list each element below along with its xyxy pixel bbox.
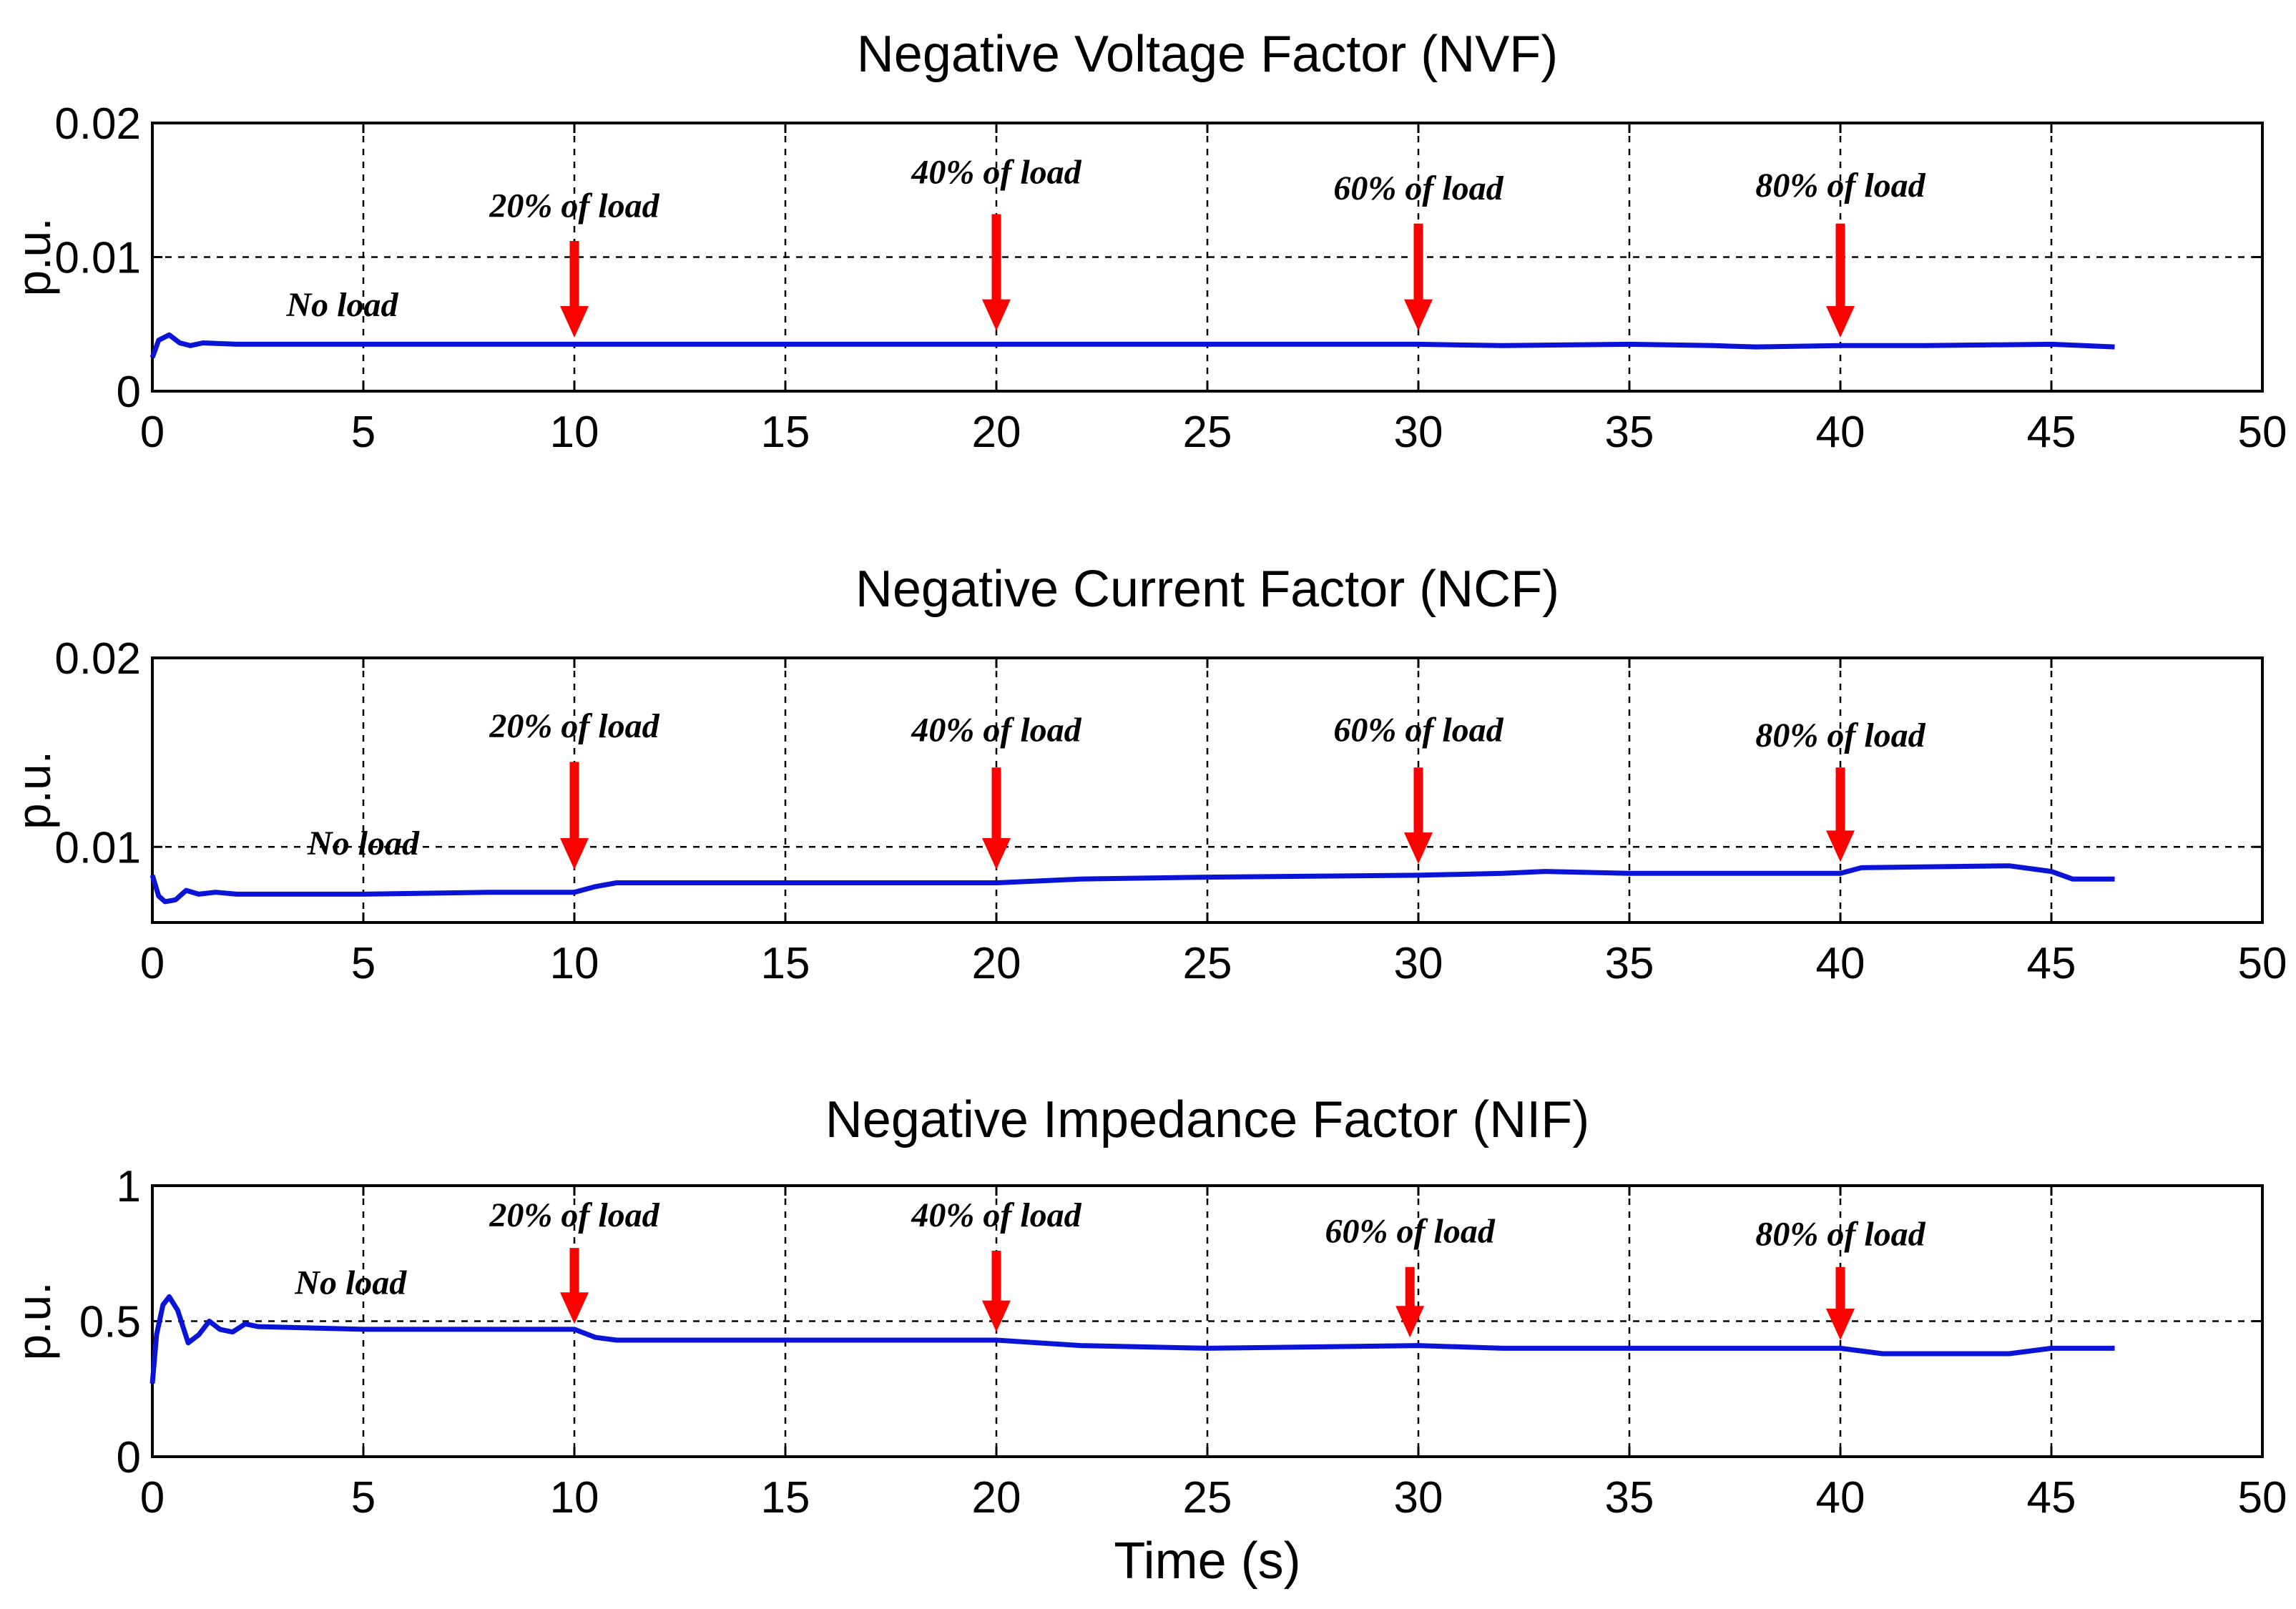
- x-tick-label: 30: [1394, 408, 1443, 457]
- chart-panel-1: Negative Voltage Factor (NVF) 0 5 10 15 20 25 3…: [7, 26, 2287, 457]
- x-tick-label: 30: [1394, 939, 1443, 988]
- annotation-label: 20% of load: [489, 707, 659, 745]
- down-arrow-icon: [1826, 830, 1855, 862]
- down-arrow-icon: [1404, 832, 1433, 865]
- x-tick-label: 40: [1816, 408, 1865, 457]
- x-tick-label: 5: [351, 1473, 376, 1522]
- annotation-label: No load: [307, 825, 420, 862]
- annotation-label: 80% of load: [1755, 717, 1925, 754]
- x-tick-label: 0: [140, 1473, 165, 1522]
- x-tick-label: 5: [351, 408, 376, 457]
- x-tick-label: 10: [550, 408, 599, 457]
- x-tick-label: 45: [2027, 1473, 2076, 1522]
- down-arrow-icon: [560, 1292, 589, 1324]
- annotation-label: No load: [286, 286, 399, 324]
- x-tick-label: 40: [1816, 1473, 1865, 1522]
- y-tick-label: 0.5: [79, 1298, 141, 1347]
- annotation-label: 20% of load: [489, 1196, 659, 1234]
- x-tick-label: 35: [1605, 1473, 1654, 1522]
- down-arrow-icon: [1404, 299, 1433, 331]
- y-tick-label: 0: [117, 1433, 141, 1482]
- x-tick-label: 10: [550, 1473, 599, 1522]
- down-arrow-icon: [560, 306, 589, 338]
- x-tick-label: 20: [972, 408, 1021, 457]
- x-tick-label: 25: [1183, 1473, 1232, 1522]
- annotation-label: 60% of load: [1333, 169, 1503, 207]
- annotation-label: 40% of load: [911, 711, 1081, 749]
- y-axis-label: p.u.: [7, 751, 60, 830]
- down-arrow-icon: [1826, 1309, 1855, 1341]
- annotation-label: 80% of load: [1755, 167, 1925, 205]
- y-tick-label: 1: [117, 1162, 141, 1211]
- x-tick-label: 50: [2238, 1473, 2287, 1522]
- x-axis-label: Time (s): [1114, 1532, 1300, 1590]
- x-tick-label: 20: [972, 1473, 1021, 1522]
- chart-title: Negative Impedance Factor (NIF): [825, 1091, 1589, 1148]
- y-tick-label: 0.02: [54, 634, 141, 684]
- x-tick-label: 25: [1183, 939, 1232, 988]
- y-tick-label: 0: [117, 368, 141, 417]
- annotation-label: 80% of load: [1755, 1215, 1925, 1253]
- series-line-ncf: [149, 863, 2115, 905]
- x-tick-label: 20: [972, 939, 1021, 988]
- y-axis-label: p.u.: [7, 217, 60, 296]
- annotation-label: 40% of load: [911, 153, 1081, 191]
- x-tick-label: 30: [1394, 1473, 1443, 1522]
- series-line-nvf: [149, 332, 2115, 359]
- chart-title: Negative Voltage Factor (NVF): [857, 26, 1558, 83]
- x-tick-label: 50: [2238, 939, 2287, 988]
- x-tick-label: 15: [761, 408, 810, 457]
- series-line-nif: [149, 1294, 2115, 1384]
- annotation-label: 20% of load: [489, 187, 659, 225]
- x-tick-label: 5: [351, 939, 376, 988]
- x-tick-label: 45: [2027, 408, 2076, 457]
- x-tick-label: 10: [550, 939, 599, 988]
- down-arrow-icon: [982, 299, 1011, 331]
- down-arrow-icon: [982, 1300, 1011, 1332]
- chart-panel-2: Negative Current Factor (NCF) 0 5 10 15 20 25 3…: [7, 561, 2287, 988]
- chart-title: Negative Current Factor (NCF): [855, 561, 1559, 618]
- x-tick-label: 45: [2027, 939, 2076, 988]
- x-tick-label: 40: [1816, 939, 1865, 988]
- down-arrow-icon: [560, 838, 589, 870]
- x-tick-label: 15: [761, 939, 810, 988]
- down-arrow-icon: [982, 838, 1011, 870]
- y-tick-label: 0.02: [54, 99, 141, 149]
- chart-panel-3: Negative Impedance Factor (NIF)0 5 10 15 20 2…: [7, 1091, 2287, 1590]
- x-tick-label: 0: [140, 939, 165, 988]
- annotation-label: No load: [294, 1264, 407, 1302]
- y-axis-label: p.u.: [7, 1281, 60, 1360]
- annotation-label: 60% of load: [1325, 1213, 1496, 1251]
- down-arrow-icon: [1826, 306, 1855, 338]
- x-tick-label: 50: [2238, 408, 2287, 457]
- annotation-label: 60% of load: [1333, 711, 1503, 749]
- x-tick-label: 35: [1605, 939, 1654, 988]
- x-tick-label: 25: [1183, 408, 1232, 457]
- down-arrow-icon: [1395, 1306, 1425, 1338]
- annotation-label: 40% of load: [911, 1196, 1081, 1234]
- y-tick-label: 0.01: [54, 234, 141, 283]
- y-tick-label: 0.01: [54, 823, 141, 872]
- x-tick-label: 15: [761, 1473, 810, 1522]
- x-tick-label: 35: [1605, 408, 1654, 457]
- x-tick-label: 0: [140, 408, 165, 457]
